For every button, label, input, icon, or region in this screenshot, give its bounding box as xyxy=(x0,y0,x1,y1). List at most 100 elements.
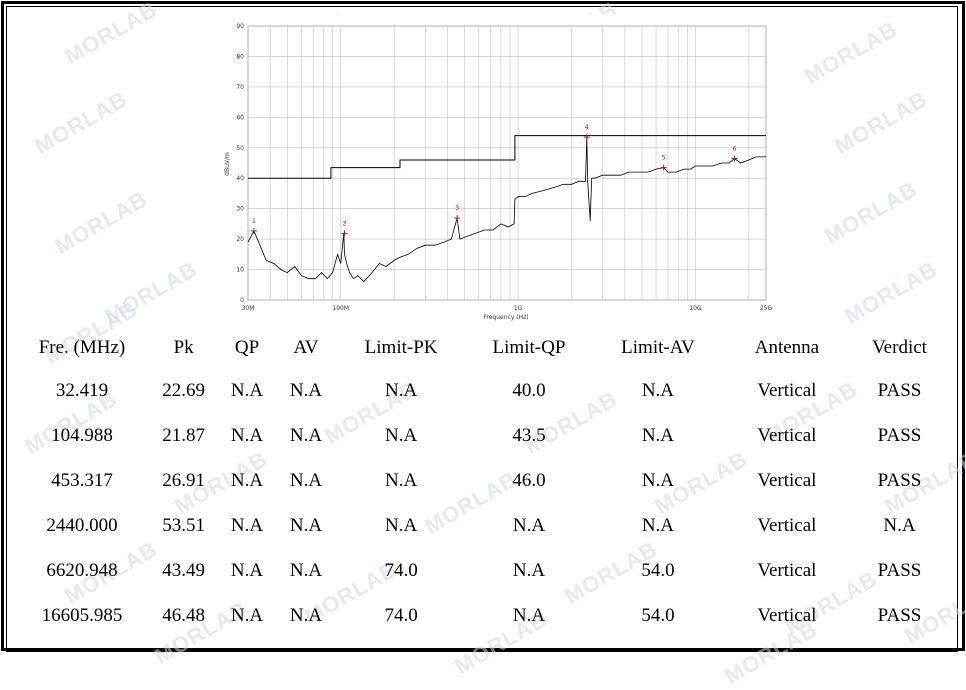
table-cell: Vertical xyxy=(757,559,817,581)
x-tick-label: 30M xyxy=(242,305,255,312)
table-cell: 43.49 xyxy=(162,559,205,581)
table-cell: 453.317 xyxy=(51,469,113,491)
marker-label: 4 xyxy=(585,124,589,131)
table-cell: Vertical xyxy=(757,424,817,446)
table-cell: PASS xyxy=(877,424,922,446)
table-cell: 32.419 xyxy=(55,379,109,401)
table-cell: N.A xyxy=(289,604,323,626)
x-tick-label: 10G xyxy=(689,305,702,312)
marker-label: 3 xyxy=(455,205,459,212)
table-cell: PASS xyxy=(877,469,922,491)
marker-label: 6 xyxy=(733,145,737,152)
y-tick-label: 60 xyxy=(236,114,244,121)
table-cell: N.A xyxy=(230,604,264,626)
table-cell: Vertical xyxy=(757,604,817,626)
table-cell: PASS xyxy=(877,379,922,401)
table-cell: N.A xyxy=(384,424,418,446)
table-cell: N.A xyxy=(384,469,418,491)
column-header: Pk xyxy=(173,337,194,358)
table-cell: N.A xyxy=(289,514,323,536)
table-cell: N.A xyxy=(641,379,675,401)
table-cell: N.A xyxy=(230,514,264,536)
table-cell: N.A xyxy=(384,379,418,401)
table-row: 104.988 21.87 N.A N.A N.A 43.5 N.A Vertical PASS xyxy=(12,413,952,458)
trace-series xyxy=(247,137,766,283)
table-cell: N.A xyxy=(641,469,675,491)
table-row: 453.317 26.91 N.A N.A N.A 46.0 N.A Vertical PASS xyxy=(12,458,952,503)
table-cell: 74.0 xyxy=(384,559,418,581)
y-tick-labels: 0 10 20 30 40 50 60 70 80 90 xyxy=(236,23,244,304)
y-tick-label: 70 xyxy=(236,84,244,91)
table-cell: Vertical xyxy=(757,379,817,401)
table-cell: 40.0 xyxy=(512,379,546,401)
report-border xyxy=(1,1,965,651)
column-header: Limit-AV xyxy=(621,337,695,358)
marker-label: 2 xyxy=(343,220,347,227)
column-header: AV xyxy=(293,337,319,358)
table-row: 16605.985 46.48 N.A N.A 74.0 N.A 54.0 Vertical P… xyxy=(12,593,952,638)
table-cell: 21.87 xyxy=(162,424,205,446)
table-cell: N.A xyxy=(230,424,264,446)
table-cell: N.A xyxy=(289,559,323,581)
table-header-row: Fre. (MHz) Pk QP AV Limit-PK Limit-QP Limit-AV… xyxy=(12,328,952,368)
table-cell: N.A xyxy=(289,424,323,446)
table-cell: 46.0 xyxy=(512,469,546,491)
table-cell: N.A xyxy=(512,559,546,581)
x-axis-label: Frequency (Hz) xyxy=(483,314,528,321)
table-cell: 26.91 xyxy=(162,469,205,491)
table-row: 32.419 22.69 N.A N.A N.A 40.0 N.A Vertical PASS xyxy=(12,368,952,413)
trace-line xyxy=(247,137,766,283)
table-cell: N.A xyxy=(641,424,675,446)
table-cell: N.A xyxy=(883,514,916,536)
marker-label: 1 xyxy=(252,218,256,225)
y-tick-label: 0 xyxy=(240,297,244,304)
table-row: 6620.948 43.49 N.A N.A 74.0 N.A 54.0 Vertical PA… xyxy=(12,548,952,593)
table-cell: 43.5 xyxy=(512,424,546,446)
y-tick-label: 40 xyxy=(236,175,244,182)
table-cell: 54.0 xyxy=(641,559,675,581)
table-cell: N.A xyxy=(289,469,323,491)
table-cell: Vertical xyxy=(757,469,817,491)
x-tick-label: 1G xyxy=(514,305,523,312)
table-cell: N.A xyxy=(641,514,675,536)
chart-background xyxy=(216,14,776,326)
table-cell: 74.0 xyxy=(384,604,418,626)
results-table: Fre. (MHz) Pk QP AV Limit-PK Limit-QP Limit-AV… xyxy=(12,328,952,638)
table-cell: 6620.948 xyxy=(46,559,118,581)
y-tick-label: 10 xyxy=(236,267,244,274)
table-cell: N.A xyxy=(512,604,546,626)
y-tick-label: 20 xyxy=(236,236,244,243)
x-tick-label: 25G xyxy=(760,305,773,312)
y-tick-label: 80 xyxy=(236,53,244,60)
chart-grid xyxy=(247,25,767,301)
column-header: Fre. (MHz) xyxy=(38,337,126,358)
column-header: Antenna xyxy=(754,337,820,358)
y-axis-label: dBuV/m xyxy=(224,152,231,176)
peak-markers: 1 2 3 4 5 6 xyxy=(250,124,738,237)
table-cell: PASS xyxy=(877,604,922,626)
column-header: Limit-QP xyxy=(492,337,566,358)
table-cell: 104.988 xyxy=(51,424,113,446)
x-tick-labels: 30M 100M 1G 10G 25G xyxy=(242,305,773,312)
table-cell: 46.48 xyxy=(162,604,205,626)
table-cell: N.A xyxy=(230,379,264,401)
table-cell: N.A xyxy=(230,559,264,581)
table-row: 2440.000 53.51 N.A N.A N.A N.A N.A Vertical N.A xyxy=(12,503,952,548)
marker-label: 5 xyxy=(662,155,666,162)
column-header: QP xyxy=(234,337,260,358)
table-cell: N.A xyxy=(512,514,546,536)
table-cell: 16605.985 xyxy=(41,604,123,626)
y-tick-label: 30 xyxy=(236,206,244,213)
y-tick-label: 50 xyxy=(236,145,244,152)
table-cell: N.A xyxy=(289,379,323,401)
table-body: 32.419 22.69 N.A N.A N.A 40.0 N.A Vertical PASS 1… xyxy=(12,368,952,638)
limit-line xyxy=(248,135,766,179)
x-tick-label: 100M xyxy=(332,305,349,312)
y-tick-label: 90 xyxy=(236,23,244,30)
table-cell: PASS xyxy=(877,559,922,581)
table-cell: 53.51 xyxy=(162,514,205,536)
table-cell: 2440.000 xyxy=(46,514,118,536)
table-cell: 54.0 xyxy=(641,604,675,626)
emission-chart: 0 10 20 30 40 50 60 70 80 90 30M 100M 1G 10G 25G 1 2 3 4… xyxy=(216,14,776,326)
column-header: Verdict xyxy=(872,337,927,358)
